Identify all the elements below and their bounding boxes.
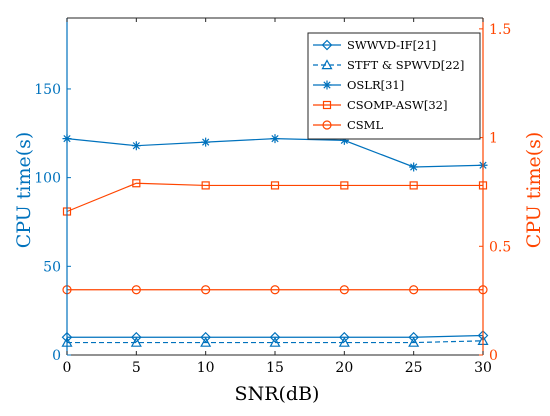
right-y-tick-label: 1 [489,131,498,147]
data-point [131,285,141,295]
data-point [270,285,280,295]
x-tick-label: 25 [405,360,423,376]
legend-marker [321,39,333,51]
data-point [409,285,419,295]
right-y-tick-label: 1.5 [489,22,511,38]
data-point [409,181,418,190]
legend-label: CSOMP-ASW[32] [347,98,448,112]
data-point [201,285,211,295]
legend-label: CSML [347,118,383,132]
x-tick-label: 30 [474,360,492,376]
series-line [67,340,484,344]
right-y-tick-label: 0 [489,348,498,364]
series-0 [61,330,489,343]
left-y-tick-label: 0 [52,348,61,364]
legend-label: STFT & SPWVD[22] [347,58,464,72]
right-y-tick-label: 0.5 [489,239,511,255]
plot-area [61,134,489,347]
data-point [338,331,350,343]
legend-item: CSOMP-ASW[32] [313,98,448,112]
left-y-tick-label: 150 [34,82,61,98]
x-axis-title: SNR(dB) [235,383,320,405]
data-point [270,134,280,144]
series-line [66,182,483,213]
legend-item: CSML [313,118,383,132]
legend-marker [322,120,332,130]
data-point [201,181,210,190]
data-point [132,179,141,188]
legend-item: STFT & SPWVD[22] [313,58,464,72]
legend-marker [321,59,333,70]
data-point [200,331,212,343]
x-tick-label: 5 [132,360,141,376]
data-point [409,162,419,172]
legend-label: OSLR[31] [347,78,404,92]
data-point [338,336,350,347]
data-point [339,285,349,295]
left-y-axis-title: CPU time(s) [13,132,35,249]
legend-item: OSLR[31] [313,78,404,92]
x-tick-label: 20 [335,360,353,376]
x-tick-label: 0 [63,360,72,376]
data-point [269,331,281,343]
legend-marker [322,80,332,90]
right-y-axis-title: CPU time(s) [523,132,545,249]
series-1 [61,335,489,347]
data-point [270,181,280,190]
legend-item: SWWVD-IF[21] [313,38,436,52]
data-point [130,336,142,347]
series-3 [62,179,488,216]
data-point [131,141,141,151]
legend-marker [322,100,332,110]
data-point [339,135,349,145]
legend: SWWVD-IF[21] STFT & SPWVD[22] OSLR[31] CSOM… [307,32,481,140]
left-y-tick-label: 50 [43,259,61,275]
data-point [408,331,420,343]
x-tick-label: 15 [266,360,284,376]
series-2 [62,134,488,172]
data-point [340,181,349,190]
legend-label: SWWVD-IF[21] [347,38,436,52]
x-tick-label: 10 [197,360,215,376]
series-4 [62,285,488,295]
left-y-tick-label: 100 [34,171,61,187]
data-point [269,336,281,347]
data-point [201,137,211,147]
data-point [130,331,142,343]
data-point [200,336,212,347]
legend-box [307,32,481,140]
data-point [408,336,420,347]
